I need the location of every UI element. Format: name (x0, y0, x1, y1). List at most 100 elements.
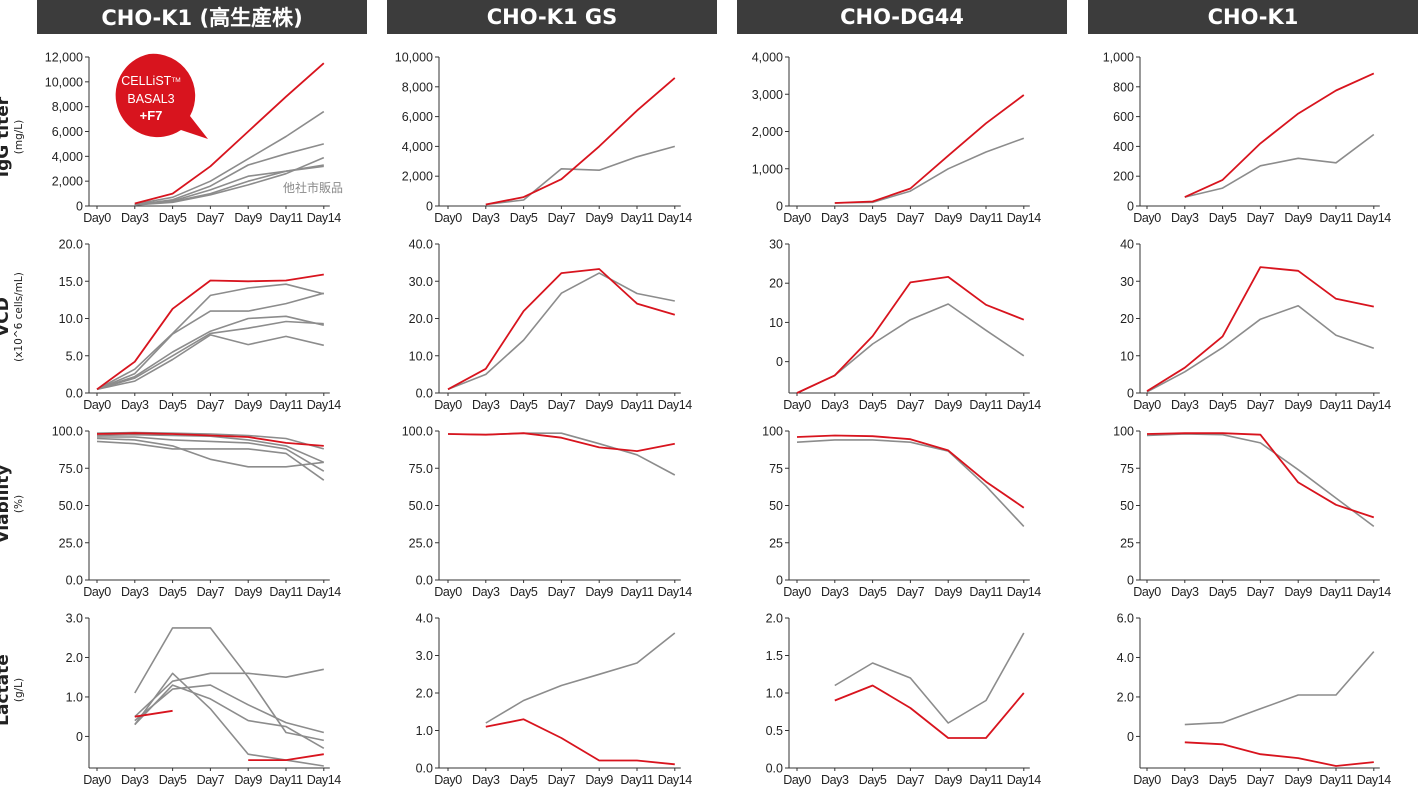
series-line-cellist (834, 684, 1025, 739)
x-tick-label: Day7 (1247, 211, 1275, 225)
y-tick-label: 1.0 (416, 724, 433, 738)
series-line-competitor (134, 143, 325, 206)
y-tick-label: 25.0 (409, 536, 433, 550)
series-line-cellist (796, 434, 1025, 509)
x-tick-label: Day3 (472, 398, 500, 412)
y-tick-label: 20 (1120, 312, 1134, 326)
series-line-competitor (447, 432, 676, 476)
y-tick-label: 75.0 (59, 462, 83, 476)
product-callout-badge: CELLiSTTM BASAL3 +F7 (115, 53, 208, 139)
y-tick-label: 4.0 (416, 612, 433, 626)
x-tick-label: Day11 (969, 585, 1003, 599)
series-line-competitor (796, 439, 1025, 527)
x-tick-label: Day3 (1171, 585, 1199, 599)
x-tick-label: Day3 (1171, 773, 1199, 787)
x-tick-label: Day3 (121, 585, 149, 599)
x-tick-label: Day5 (159, 585, 187, 599)
y-tick-label: 6,000 (402, 110, 433, 124)
x-tick-label: Day11 (1319, 211, 1353, 225)
x-tick-label: Day14 (1007, 585, 1042, 599)
y-tick-label: 25 (1120, 536, 1134, 550)
x-tick-label: Day14 (658, 211, 693, 225)
x-tick-label: Day0 (1133, 211, 1161, 225)
y-tick-label: 800 (1113, 80, 1134, 94)
x-tick-label: Day5 (1209, 211, 1237, 225)
y-tick-label: 4.0 (1117, 651, 1134, 665)
x-tick-label: Day0 (783, 398, 811, 412)
x-tick-label: Day11 (269, 398, 303, 412)
x-tick-label: Day9 (234, 585, 262, 599)
x-tick-label: Day14 (1357, 398, 1392, 412)
series-line-competitor (96, 315, 324, 391)
y-tick-label: 100.0 (402, 425, 433, 439)
series-line-cellist (134, 62, 325, 205)
x-tick-label: Day7 (897, 211, 925, 225)
y-tick-label: 0 (1127, 574, 1134, 588)
y-tick-label: 1.5 (766, 649, 783, 663)
y-tick-label: 20 (769, 277, 783, 291)
x-tick-label: Day9 (1284, 773, 1312, 787)
column-header-3: CHO-DG44 (737, 0, 1067, 34)
series-line-cellist (447, 432, 675, 452)
x-tick-label: Day0 (83, 211, 111, 225)
series-line-competitor (134, 672, 324, 767)
x-tick-label: Day7 (197, 585, 225, 599)
x-tick-label: Day14 (307, 398, 342, 412)
x-tick-label: Day9 (585, 585, 613, 599)
y-tick-label: 400 (1113, 140, 1134, 154)
y-tick-label: 0.0 (416, 387, 433, 401)
x-tick-label: Day5 (159, 773, 187, 787)
svg-text:CELLiSTTM: CELLiSTTM (121, 74, 180, 88)
y-tick-label: 10.0 (409, 349, 433, 363)
x-tick-label: Day3 (121, 773, 149, 787)
y-tick-label: 75.0 (409, 462, 433, 476)
x-tick-label: Day7 (197, 398, 225, 412)
y-tick-label: 6.0 (1117, 612, 1134, 626)
x-tick-label: Day5 (510, 211, 538, 225)
series-line-competitor (96, 437, 324, 468)
y-tick-label: 1,000 (752, 162, 783, 176)
y-tick-label: 8,000 (52, 100, 83, 114)
y-tick-label: 50 (1120, 499, 1134, 513)
x-tick-label: Day0 (783, 585, 811, 599)
y-tick-label: 50 (769, 499, 783, 513)
x-tick-label: Day5 (510, 773, 538, 787)
series-line-competitor (485, 632, 676, 724)
y-tick-label: 100 (1113, 425, 1134, 439)
x-tick-label: Day5 (859, 211, 887, 225)
x-tick-label: Day7 (548, 773, 576, 787)
series-line-competitor (134, 627, 324, 742)
y-tick-label: 200 (1113, 170, 1134, 184)
series-line-competitor (1184, 133, 1375, 198)
x-tick-label: Day3 (1171, 211, 1199, 225)
y-tick-label: 2,000 (402, 170, 433, 184)
y-tick-label: 15.0 (59, 275, 83, 289)
y-tick-label: 0.0 (416, 762, 433, 776)
x-tick-label: Day11 (620, 398, 654, 412)
y-tick-label: 0 (76, 730, 83, 744)
series-line-competitor (134, 684, 325, 734)
series-line-competitor (134, 684, 325, 749)
y-tick-label: 0 (426, 200, 433, 214)
y-tick-label: 0.5 (766, 724, 783, 738)
series-line-cellist (1146, 266, 1374, 392)
y-tick-label: 10 (769, 316, 783, 330)
x-tick-label: Day9 (585, 398, 613, 412)
x-tick-label: Day3 (821, 773, 849, 787)
series-line-competitor (447, 272, 675, 391)
x-tick-label: Day5 (1209, 773, 1237, 787)
x-tick-label: Day11 (969, 398, 1003, 412)
y-tick-label: 2.0 (766, 612, 783, 626)
y-tick-label: 10.0 (59, 312, 83, 326)
x-tick-label: Day3 (121, 211, 149, 225)
y-tick-label: 25.0 (59, 536, 83, 550)
column-title: CHO-K1 GS (486, 5, 618, 29)
y-tick-label: 75 (769, 462, 783, 476)
series-line-competitor (1184, 651, 1375, 726)
y-tick-label: 0 (776, 355, 783, 369)
y-tick-label: 600 (1113, 110, 1134, 124)
y-tick-label: 12,000 (45, 51, 83, 65)
x-tick-label: Day7 (897, 773, 925, 787)
x-tick-label: Day0 (434, 773, 462, 787)
y-tick-label: 20.0 (409, 312, 433, 326)
